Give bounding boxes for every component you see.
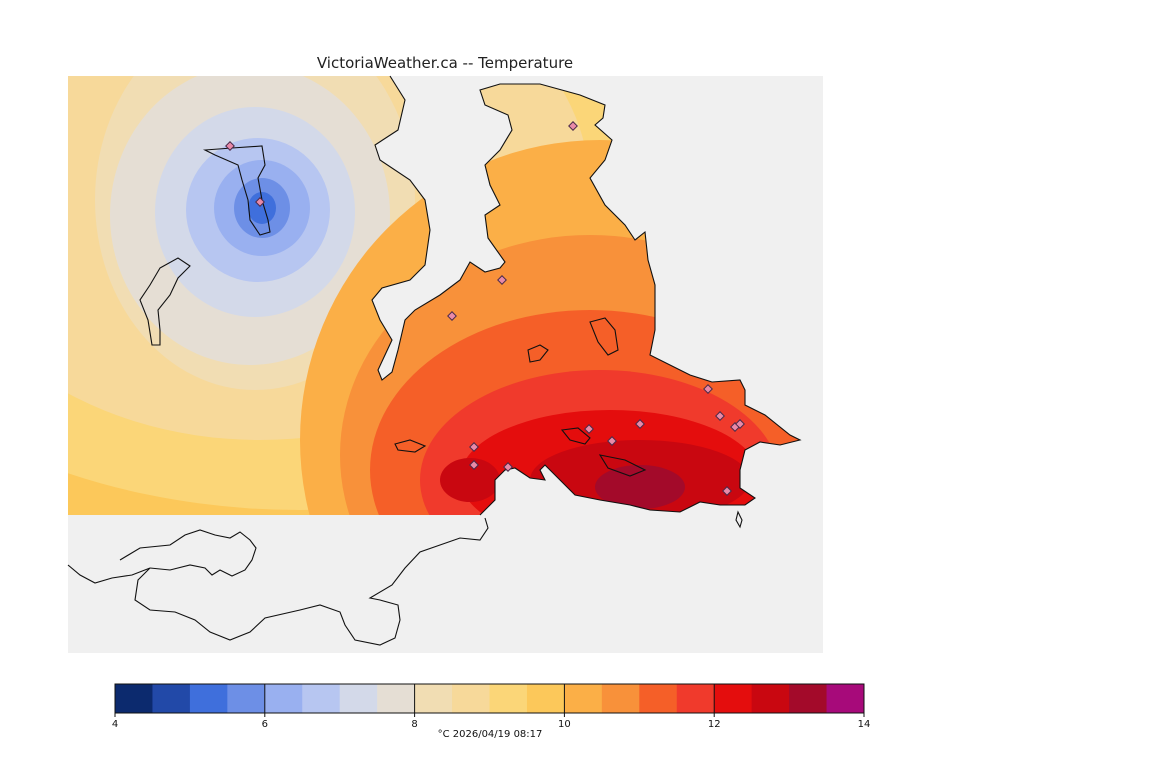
units-timestamp: °C 2026/04/19 08:17 bbox=[437, 729, 543, 740]
colorbar-tick-label: 10 bbox=[558, 719, 571, 730]
colorbar-tick-label: 4 bbox=[112, 719, 118, 730]
colorbar-swatch bbox=[826, 684, 865, 713]
colorbar-tick-label: 8 bbox=[411, 719, 417, 730]
station-markers bbox=[225, 121, 745, 496]
station-marker[interactable] bbox=[735, 419, 745, 429]
colorbar-tick-label: 12 bbox=[708, 719, 721, 730]
colorbar-swatch bbox=[676, 684, 715, 713]
coastline bbox=[67, 75, 802, 646]
station-marker[interactable] bbox=[497, 275, 507, 285]
colorbar-swatch bbox=[264, 684, 303, 713]
colorbar-swatch bbox=[414, 684, 453, 713]
colorbar-swatch bbox=[639, 684, 678, 713]
colorbar-swatch bbox=[526, 684, 565, 713]
colorbar-swatch bbox=[115, 684, 153, 713]
colorbar bbox=[114, 683, 865, 714]
colorbar-swatch bbox=[152, 684, 191, 713]
station-marker[interactable] bbox=[703, 384, 713, 394]
colorbar-swatch bbox=[789, 684, 828, 713]
map-title: VictoriaWeather.ca -- Temperature bbox=[316, 54, 574, 72]
station-marker[interactable] bbox=[255, 197, 265, 207]
colorbar-swatch bbox=[489, 684, 528, 713]
colorbar-swatch bbox=[564, 684, 603, 713]
colorbar-swatch bbox=[601, 684, 640, 713]
station-marker[interactable] bbox=[584, 424, 594, 434]
colorbar-swatch bbox=[714, 684, 753, 713]
colorbar-swatch bbox=[751, 684, 790, 713]
station-marker[interactable] bbox=[715, 411, 725, 421]
colorbar-swatch bbox=[377, 684, 416, 713]
station-marker[interactable] bbox=[722, 486, 732, 496]
station-marker[interactable] bbox=[635, 419, 645, 429]
station-marker[interactable] bbox=[469, 442, 479, 452]
colorbar-tick-label: 6 bbox=[262, 719, 268, 730]
station-marker[interactable] bbox=[503, 462, 513, 472]
colorbar-tick-label: 14 bbox=[858, 719, 871, 730]
station-marker[interactable] bbox=[447, 311, 457, 321]
colorbar-ticks: 4 6 8 10 12 14 bbox=[112, 684, 871, 730]
colorbar-swatch bbox=[302, 684, 341, 713]
station-marker[interactable] bbox=[469, 460, 479, 470]
colorbar-swatch bbox=[339, 684, 378, 713]
station-marker[interactable] bbox=[607, 436, 617, 446]
station-marker[interactable] bbox=[225, 141, 235, 151]
colorbar-swatch bbox=[452, 684, 490, 713]
colorbar-swatch bbox=[227, 684, 266, 713]
station-marker[interactable] bbox=[568, 121, 578, 131]
colorbar-swatch bbox=[189, 684, 228, 713]
